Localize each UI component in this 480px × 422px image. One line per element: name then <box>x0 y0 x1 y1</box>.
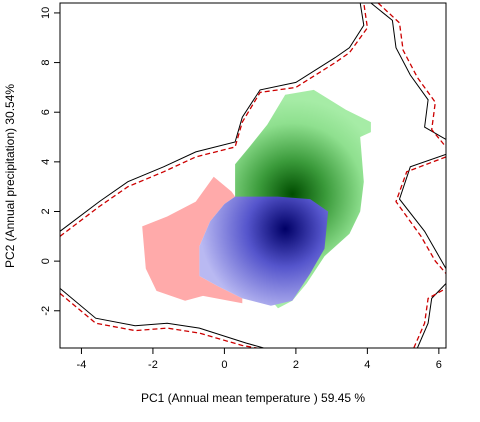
y-tick-label: 6 <box>40 109 52 115</box>
x-tick-label: 4 <box>364 359 370 371</box>
y-axis: -2 0 2 4 6 8 10 <box>40 7 60 316</box>
x-tick-label: 6 <box>436 359 442 371</box>
boundary-line-solid-8 <box>416 283 446 348</box>
y-axis-title: PC2 (Annual precipitation) 30.54% <box>3 84 17 268</box>
boundary-line-dashed-3 <box>377 3 446 148</box>
boundary-line-solid-0 <box>60 3 365 232</box>
boundary-lines <box>60 3 446 348</box>
x-axis: -4 -2 0 2 4 6 <box>77 348 442 371</box>
boundary-line-dashed-1 <box>60 3 369 237</box>
x-tick-label: -4 <box>77 359 87 371</box>
boundary-line-dashed-7 <box>60 292 257 348</box>
boundary-line-solid-2 <box>370 3 446 140</box>
boundary-line-solid-6 <box>60 288 264 348</box>
y-tick-label: 0 <box>40 258 52 264</box>
y-tick-label: 2 <box>40 208 52 214</box>
y-tick-label: 4 <box>40 159 52 165</box>
boundary-line-dashed-9 <box>413 287 446 348</box>
x-tick-label: 0 <box>221 359 227 371</box>
region-pink <box>142 176 243 304</box>
boundary-line-dashed-5 <box>395 156 446 274</box>
boundary-line-solid-4 <box>398 153 446 269</box>
plot-frame <box>59 2 447 349</box>
y-tick-label: 8 <box>40 60 52 66</box>
y-tick-label: 10 <box>40 7 52 19</box>
y-tick-label: -2 <box>40 306 52 316</box>
x-tick-label: -2 <box>148 359 158 371</box>
x-axis-title: PC1 (Annual mean temperature ) 59.45 % <box>141 391 365 405</box>
density-regions <box>142 89 371 309</box>
x-tick-label: 2 <box>293 359 299 371</box>
region-blue <box>199 196 329 306</box>
